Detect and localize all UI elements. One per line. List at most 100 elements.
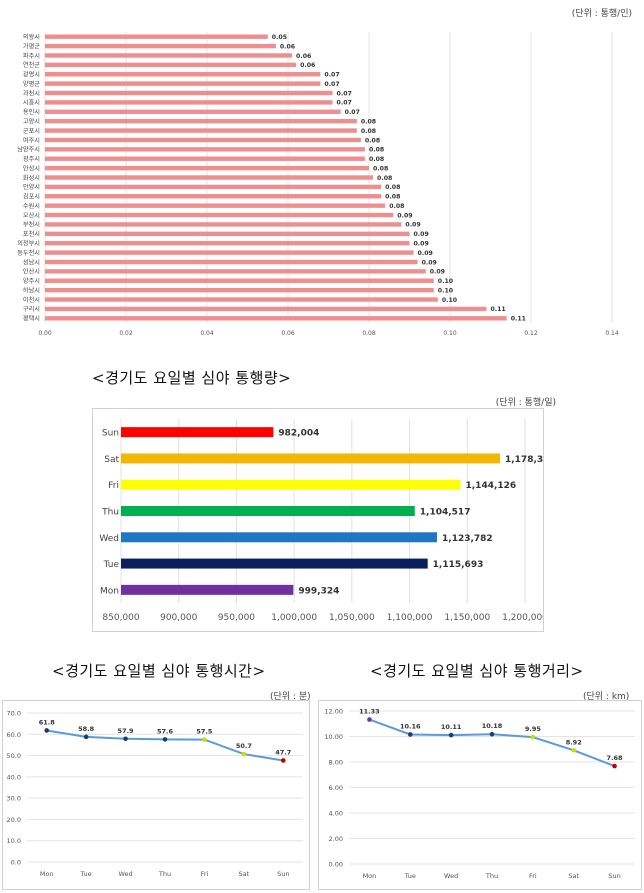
time-y-tick-label: 50.0 xyxy=(7,752,21,760)
city-x-tick-label: 0.10 xyxy=(443,330,457,337)
time-value-label: 61.8 xyxy=(39,718,56,726)
volume-x-tick-label: 1,150,000 xyxy=(444,613,490,623)
city-category-label: 이천시 xyxy=(23,296,40,304)
dist-y-tick-label: 12.00 xyxy=(324,708,343,716)
city-x-tick-label: 0.04 xyxy=(200,330,214,337)
city-category-label: 오산시 xyxy=(23,211,40,219)
city-bar xyxy=(45,90,333,96)
city-x-tick-label: 0.00 xyxy=(38,330,52,337)
city-bar xyxy=(45,306,487,312)
volume-chart-panel: Sun Sat Fri Thu Wed Tue Mon 982,004 1,178,336 1,… xyxy=(92,408,556,632)
time-point xyxy=(44,728,50,733)
city-value-label: 0.06 xyxy=(280,43,295,50)
time-point xyxy=(162,737,168,742)
volume-x-tick-label: 1,200,000 xyxy=(502,613,543,623)
city-category-label: 의정부시 xyxy=(17,240,40,248)
volume-category-label: Tue xyxy=(103,560,120,570)
city-value-label: 0.11 xyxy=(511,316,526,323)
dist-y-tick-label: 10.00 xyxy=(324,733,343,741)
city-value-label: 0.09 xyxy=(422,259,437,266)
city-category-label: 시흥시 xyxy=(23,99,40,107)
time-value-label: 57.5 xyxy=(196,728,213,736)
city-chart-unit: (단위 : 통행/인) xyxy=(571,9,632,19)
city-bar xyxy=(45,34,268,39)
volume-chart-unit: (단위 : 통행/일) xyxy=(495,398,556,408)
city-bar xyxy=(45,250,414,255)
time-point xyxy=(83,734,89,740)
dist-y-tick-label: 4.00 xyxy=(329,810,343,818)
city-value-label: 0.10 xyxy=(442,297,458,304)
volume-value-label: 1,104,517 xyxy=(420,508,471,518)
city-category-label: 김포시 xyxy=(23,194,40,201)
time-y-tick-label: 30.0 xyxy=(7,795,21,803)
city-category-label: 양평군 xyxy=(23,80,40,88)
city-bar xyxy=(45,194,382,199)
time-point xyxy=(202,737,207,742)
city-value-label: 0.08 xyxy=(361,128,376,135)
city-value-label: 0.08 xyxy=(361,118,376,125)
dist-y-tick-label: 0.00 xyxy=(329,861,343,869)
city-category-label: 구리시 xyxy=(23,305,40,313)
dist-value-label: 10.11 xyxy=(441,723,462,731)
city-value-label: 0.07 xyxy=(337,100,352,107)
time-x-tick-label: Wed xyxy=(118,870,132,878)
time-x-tick-label: Mon xyxy=(40,870,54,878)
city-bar xyxy=(45,43,276,49)
time-point xyxy=(280,758,286,763)
time-value-label: 57.6 xyxy=(157,727,174,735)
time-y-tick-label: 40.0 xyxy=(7,773,21,781)
volume-category-label: Wed xyxy=(99,534,119,544)
time-x-tick-label: Sat xyxy=(239,870,250,878)
time-chart-title: <경기도 요일별 심야 통행시간> xyxy=(52,662,266,680)
volume-bar xyxy=(121,479,461,490)
dist-x-tick-label: Sun xyxy=(608,872,620,880)
city-category-label: 포천시 xyxy=(23,230,40,238)
city-value-label: 0.08 xyxy=(369,156,384,163)
city-x-tick-label: 0.08 xyxy=(362,330,376,337)
city-value-label: 0.09 xyxy=(430,269,445,276)
volume-category-label: Fri xyxy=(108,481,119,491)
dist-point xyxy=(489,731,495,737)
city-bar xyxy=(45,175,374,180)
city-value-label: 0.09 xyxy=(397,212,412,219)
city-bar xyxy=(45,203,386,208)
city-x-tick-label: 0.12 xyxy=(524,330,538,337)
dist-value-label: 10.18 xyxy=(482,722,503,730)
time-chart-panel: 61.8 58.8 57.9 57.6 57.5 50.7 47.7 0.0 10.0 20.0… xyxy=(2,700,310,890)
city-bar xyxy=(45,100,333,105)
city-value-label: 0.07 xyxy=(324,81,339,88)
city-bar xyxy=(45,72,321,77)
city-bar xyxy=(45,118,357,124)
city-value-label: 0.07 xyxy=(345,109,360,116)
city-bar xyxy=(45,212,394,218)
city-value-label: 0.10 xyxy=(438,287,454,294)
city-category-label: 남양주시 xyxy=(17,146,40,154)
dist-y-tick-label: 6.00 xyxy=(329,784,343,792)
time-y-tick-label: 60.0 xyxy=(7,731,21,739)
city-bar xyxy=(45,278,434,283)
city-bar xyxy=(45,156,365,161)
time-x-tick-label: Tue xyxy=(80,870,92,878)
city-category-label: 하남시 xyxy=(23,286,40,294)
city-category-label: 의왕시 xyxy=(23,33,40,41)
city-bar xyxy=(45,316,507,321)
city-bar xyxy=(45,165,369,171)
city-value-label: 0.09 xyxy=(418,250,433,257)
city-bar xyxy=(45,109,341,114)
city-value-label: 0.08 xyxy=(385,184,400,191)
city-value-label: 0.06 xyxy=(300,62,315,69)
city-category-label: 양주시 xyxy=(23,277,40,285)
city-category-label: 안산시 xyxy=(23,268,40,276)
city-bar xyxy=(45,184,382,190)
city-category-label: 평택시 xyxy=(23,315,40,323)
dist-y-tick-label: 2.00 xyxy=(329,835,343,843)
dist-x-tick-label: Tue xyxy=(404,872,416,880)
city-category-label: 고양시 xyxy=(23,117,40,125)
city-value-label: 0.09 xyxy=(414,241,429,248)
city-x-tick-label: 0.06 xyxy=(281,330,295,337)
dist-value-label: 7.68 xyxy=(607,754,624,762)
city-category-label: 동두천시 xyxy=(17,249,40,257)
city-value-label: 0.10 xyxy=(438,278,454,285)
volume-chart-title: <경기도 요일별 심야 통행량> xyxy=(92,369,292,387)
time-value-label: 57.9 xyxy=(118,727,135,735)
